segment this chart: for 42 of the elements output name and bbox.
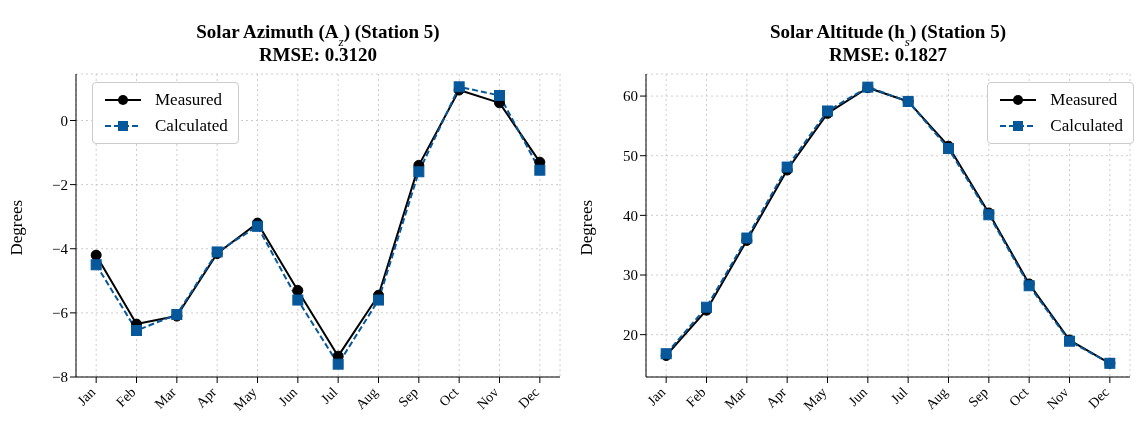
x-tick-label: May — [230, 384, 260, 414]
y-tick-label: 40 — [623, 207, 638, 224]
x-tick-label: May — [800, 384, 830, 414]
y-tick-label: 30 — [623, 267, 638, 284]
x-tick-label: Sep — [395, 384, 421, 410]
x-tick-label: Mar — [721, 384, 750, 412]
x-tick-label: Aug — [922, 384, 951, 413]
x-tick-label: Apr — [193, 384, 220, 411]
y-tick-label: −2 — [52, 176, 68, 193]
x-tick-label: Aug — [352, 384, 381, 413]
y-tick-label: 60 — [623, 88, 638, 105]
legend-label: Measured — [155, 90, 223, 110]
x-tick-label: Apr — [763, 384, 790, 411]
x-tick-label: Jul — [888, 384, 911, 407]
x-tick-label: Mar — [151, 384, 180, 412]
y-axis-title: Degrees — [577, 199, 597, 256]
x-tick-label: Jul — [318, 384, 341, 407]
y-tick-label: −6 — [52, 305, 69, 322]
x-tick-label: Oct — [1006, 384, 1032, 410]
legend-label: Calculated — [1050, 116, 1123, 136]
x-tick-label: Dec — [1085, 384, 1112, 412]
x-tick-label: Feb — [683, 384, 709, 410]
y-tick-label: 20 — [623, 326, 638, 343]
y-tick-label: −8 — [52, 369, 68, 386]
y-tick-label: 50 — [623, 148, 638, 165]
y-axis-title: Degrees — [7, 199, 27, 256]
chart-title: Solar Azimuth (A$_{z}$) (Station 5) — [196, 21, 440, 49]
legend-label: Calculated — [155, 116, 228, 136]
x-tick-label: Feb — [113, 384, 139, 410]
chart-title: Solar Altitude (h$_{s}$) (Station 5) — [769, 21, 1007, 49]
x-tick-label: Dec — [515, 384, 542, 412]
x-tick-label: Jan — [74, 384, 99, 409]
x-tick-label: Jan — [644, 384, 669, 409]
x-tick-label: Jun — [845, 384, 870, 409]
x-tick-label: Jun — [275, 384, 300, 409]
x-tick-label: Sep — [965, 384, 991, 410]
x-tick-label: Oct — [436, 384, 462, 410]
legend-label: Measured — [1050, 90, 1118, 110]
y-tick-label: 0 — [60, 112, 68, 129]
x-tick-label: Nov — [1043, 384, 1072, 413]
x-tick-label: Nov — [473, 384, 502, 413]
y-tick-label: −4 — [52, 241, 69, 258]
